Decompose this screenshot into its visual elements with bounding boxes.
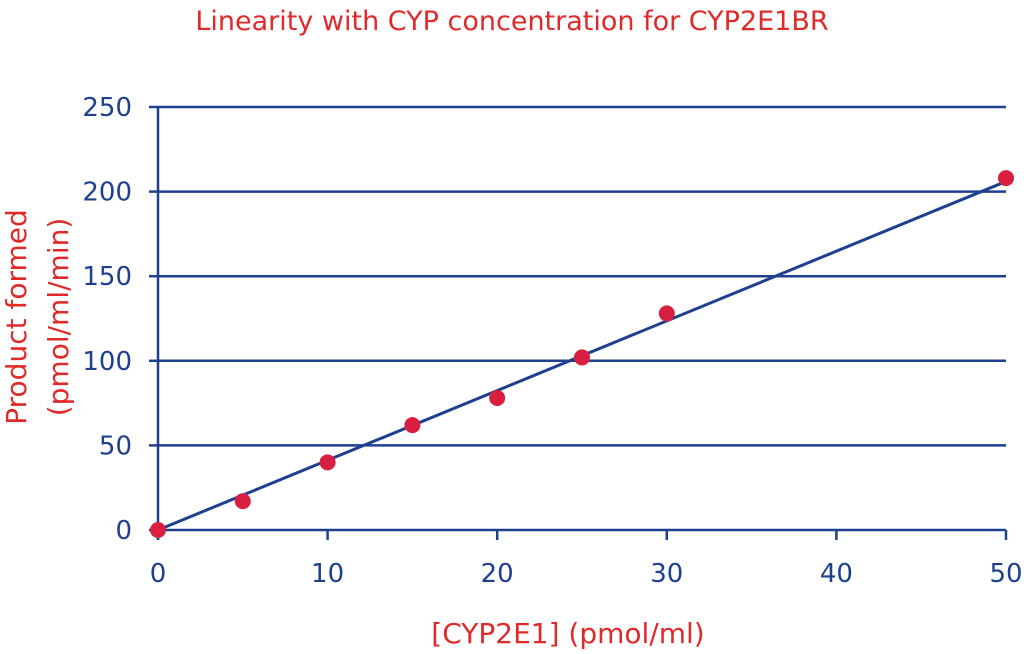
data-point-0 — [150, 522, 166, 538]
data-points — [150, 170, 1014, 538]
x-tick-label-50: 50 — [989, 559, 1022, 589]
x-tick-label-20: 20 — [481, 559, 514, 589]
data-point-4 — [489, 390, 506, 407]
y-axis-label: Product formed (pmol/ml/min) — [0, 209, 75, 425]
x-axis-label: [CYP2E1] (pmol/ml) — [431, 617, 704, 650]
y-tick-label-150: 150 — [82, 262, 132, 292]
axes — [149, 105, 1008, 540]
data-point-1 — [234, 493, 251, 510]
y-tick-label-0: 0 — [115, 516, 132, 546]
data-point-6 — [658, 305, 675, 322]
y-tick-labels: 0 50 100 150 200 250 — [82, 93, 132, 546]
y-axis-label-line-2: (pmol/ml/min) — [42, 218, 75, 417]
y-tick-label-100: 100 — [82, 347, 132, 377]
x-tick-label-0: 0 — [150, 559, 167, 589]
y-tick-label-250: 250 — [82, 93, 132, 123]
x-tick-label-10: 10 — [311, 559, 344, 589]
chart-title: Linearity with CYP concentration for CYP… — [195, 6, 828, 37]
x-tick-label-30: 30 — [650, 559, 683, 589]
x-tick-labels: 0 10 20 30 40 50 — [150, 559, 1023, 589]
data-point-5 — [574, 349, 590, 366]
data-point-2 — [319, 454, 336, 471]
x-tick-label-40: 40 — [820, 559, 853, 589]
grid-lines — [158, 105, 1006, 447]
data-point-3 — [404, 417, 421, 434]
y-tick-label-200: 200 — [82, 178, 132, 208]
y-axis-label-line-1: Product formed — [0, 209, 33, 425]
y-tick-label-50: 50 — [99, 431, 132, 461]
data-point-7 — [998, 170, 1014, 187]
